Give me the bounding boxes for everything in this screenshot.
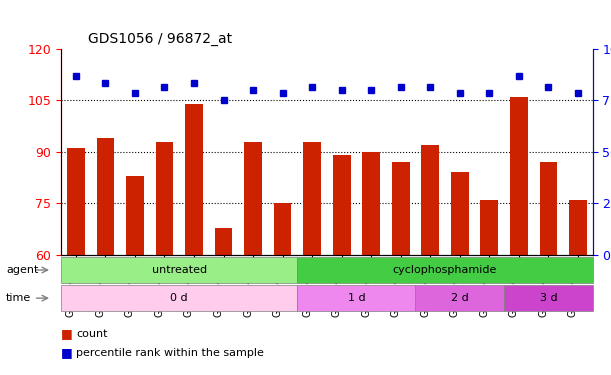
Bar <box>451 172 469 255</box>
Bar <box>569 200 587 255</box>
Bar <box>422 145 439 255</box>
Text: time: time <box>6 293 31 303</box>
Text: percentile rank within the sample: percentile rank within the sample <box>76 348 264 357</box>
Bar <box>185 104 203 255</box>
Bar <box>540 162 557 255</box>
Bar <box>510 97 528 255</box>
Text: 0 d: 0 d <box>170 293 188 303</box>
Bar <box>126 176 144 255</box>
Bar <box>362 152 380 255</box>
Text: GDS1056 / 96872_at: GDS1056 / 96872_at <box>88 32 232 46</box>
Bar <box>303 141 321 255</box>
Bar <box>480 200 498 255</box>
Text: ■: ■ <box>61 346 73 359</box>
Bar <box>274 203 291 255</box>
Text: cyclophosphamide: cyclophosphamide <box>393 265 497 275</box>
Bar <box>244 141 262 255</box>
Text: agent: agent <box>6 265 38 275</box>
Text: ■: ■ <box>61 327 73 340</box>
Text: untreated: untreated <box>152 265 207 275</box>
Text: 3 d: 3 d <box>540 293 557 303</box>
Bar <box>67 148 85 255</box>
Bar <box>392 162 409 255</box>
Bar <box>214 228 232 255</box>
Text: 2 d: 2 d <box>451 293 469 303</box>
Text: count: count <box>76 329 108 339</box>
Bar <box>333 155 351 255</box>
Bar <box>97 138 114 255</box>
Bar <box>156 141 174 255</box>
Text: 1 d: 1 d <box>348 293 365 303</box>
